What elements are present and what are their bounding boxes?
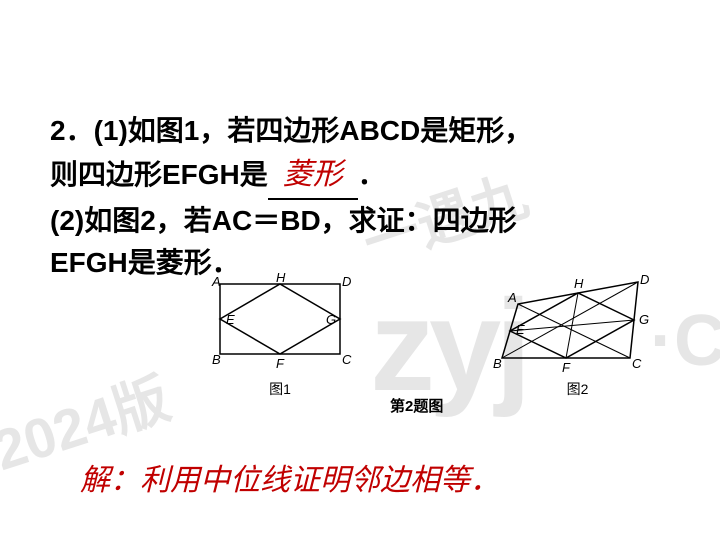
fig1-A: A bbox=[211, 274, 221, 289]
fig1-G: G bbox=[326, 312, 336, 327]
problem-line-2a: 则四边形EFGH是 bbox=[50, 159, 268, 190]
fig1-F: F bbox=[276, 356, 285, 371]
fig1-H: H bbox=[276, 272, 286, 285]
figure-caption: 第2题图 bbox=[390, 395, 443, 416]
figure-1-svg: A D B C H F E G bbox=[200, 272, 360, 377]
fig2-A: A bbox=[507, 290, 517, 305]
fig2-G: G bbox=[639, 312, 649, 327]
fig2-B: B bbox=[493, 356, 502, 371]
problem-line-2: 则四边形EFGH是菱形． bbox=[50, 152, 670, 200]
figure-2-label: 图2 bbox=[490, 379, 665, 399]
figure-1: A D B C H F E G 图1 bbox=[200, 272, 360, 399]
fig2-C: C bbox=[632, 356, 642, 371]
figure-2-svg: A B C D E F G H bbox=[490, 272, 665, 377]
problem-line-3: (2)如图2，若AC＝BD，求证：四边形 bbox=[50, 200, 670, 242]
figure-1-label: 图1 bbox=[200, 379, 360, 399]
solution-text: 解：利用中位线证明邻边相等． bbox=[80, 455, 500, 499]
fig2-E: E bbox=[516, 322, 525, 337]
figures-row: A D B C H F E G 图1 A B C D E F G bbox=[200, 272, 665, 399]
answer-blank-1: 菱形 bbox=[268, 152, 358, 200]
fig1-E: E bbox=[226, 312, 235, 327]
problem-block: 2．(1)如图1，若四边形ABCD是矩形， 则四边形EFGH是菱形． (2)如图… bbox=[50, 110, 670, 284]
fig2-F: F bbox=[562, 360, 571, 375]
fig2-D: D bbox=[640, 272, 649, 287]
fig1-D: D bbox=[342, 274, 351, 289]
fig2-H: H bbox=[574, 276, 584, 291]
figure-2: A B C D E F G H 图2 bbox=[490, 272, 665, 399]
problem-line-2b: ． bbox=[358, 159, 386, 190]
fig1-B: B bbox=[212, 352, 221, 367]
fig1-C: C bbox=[342, 352, 352, 367]
problem-line-1: 2．(1)如图1，若四边形ABCD是矩形， bbox=[50, 110, 670, 152]
